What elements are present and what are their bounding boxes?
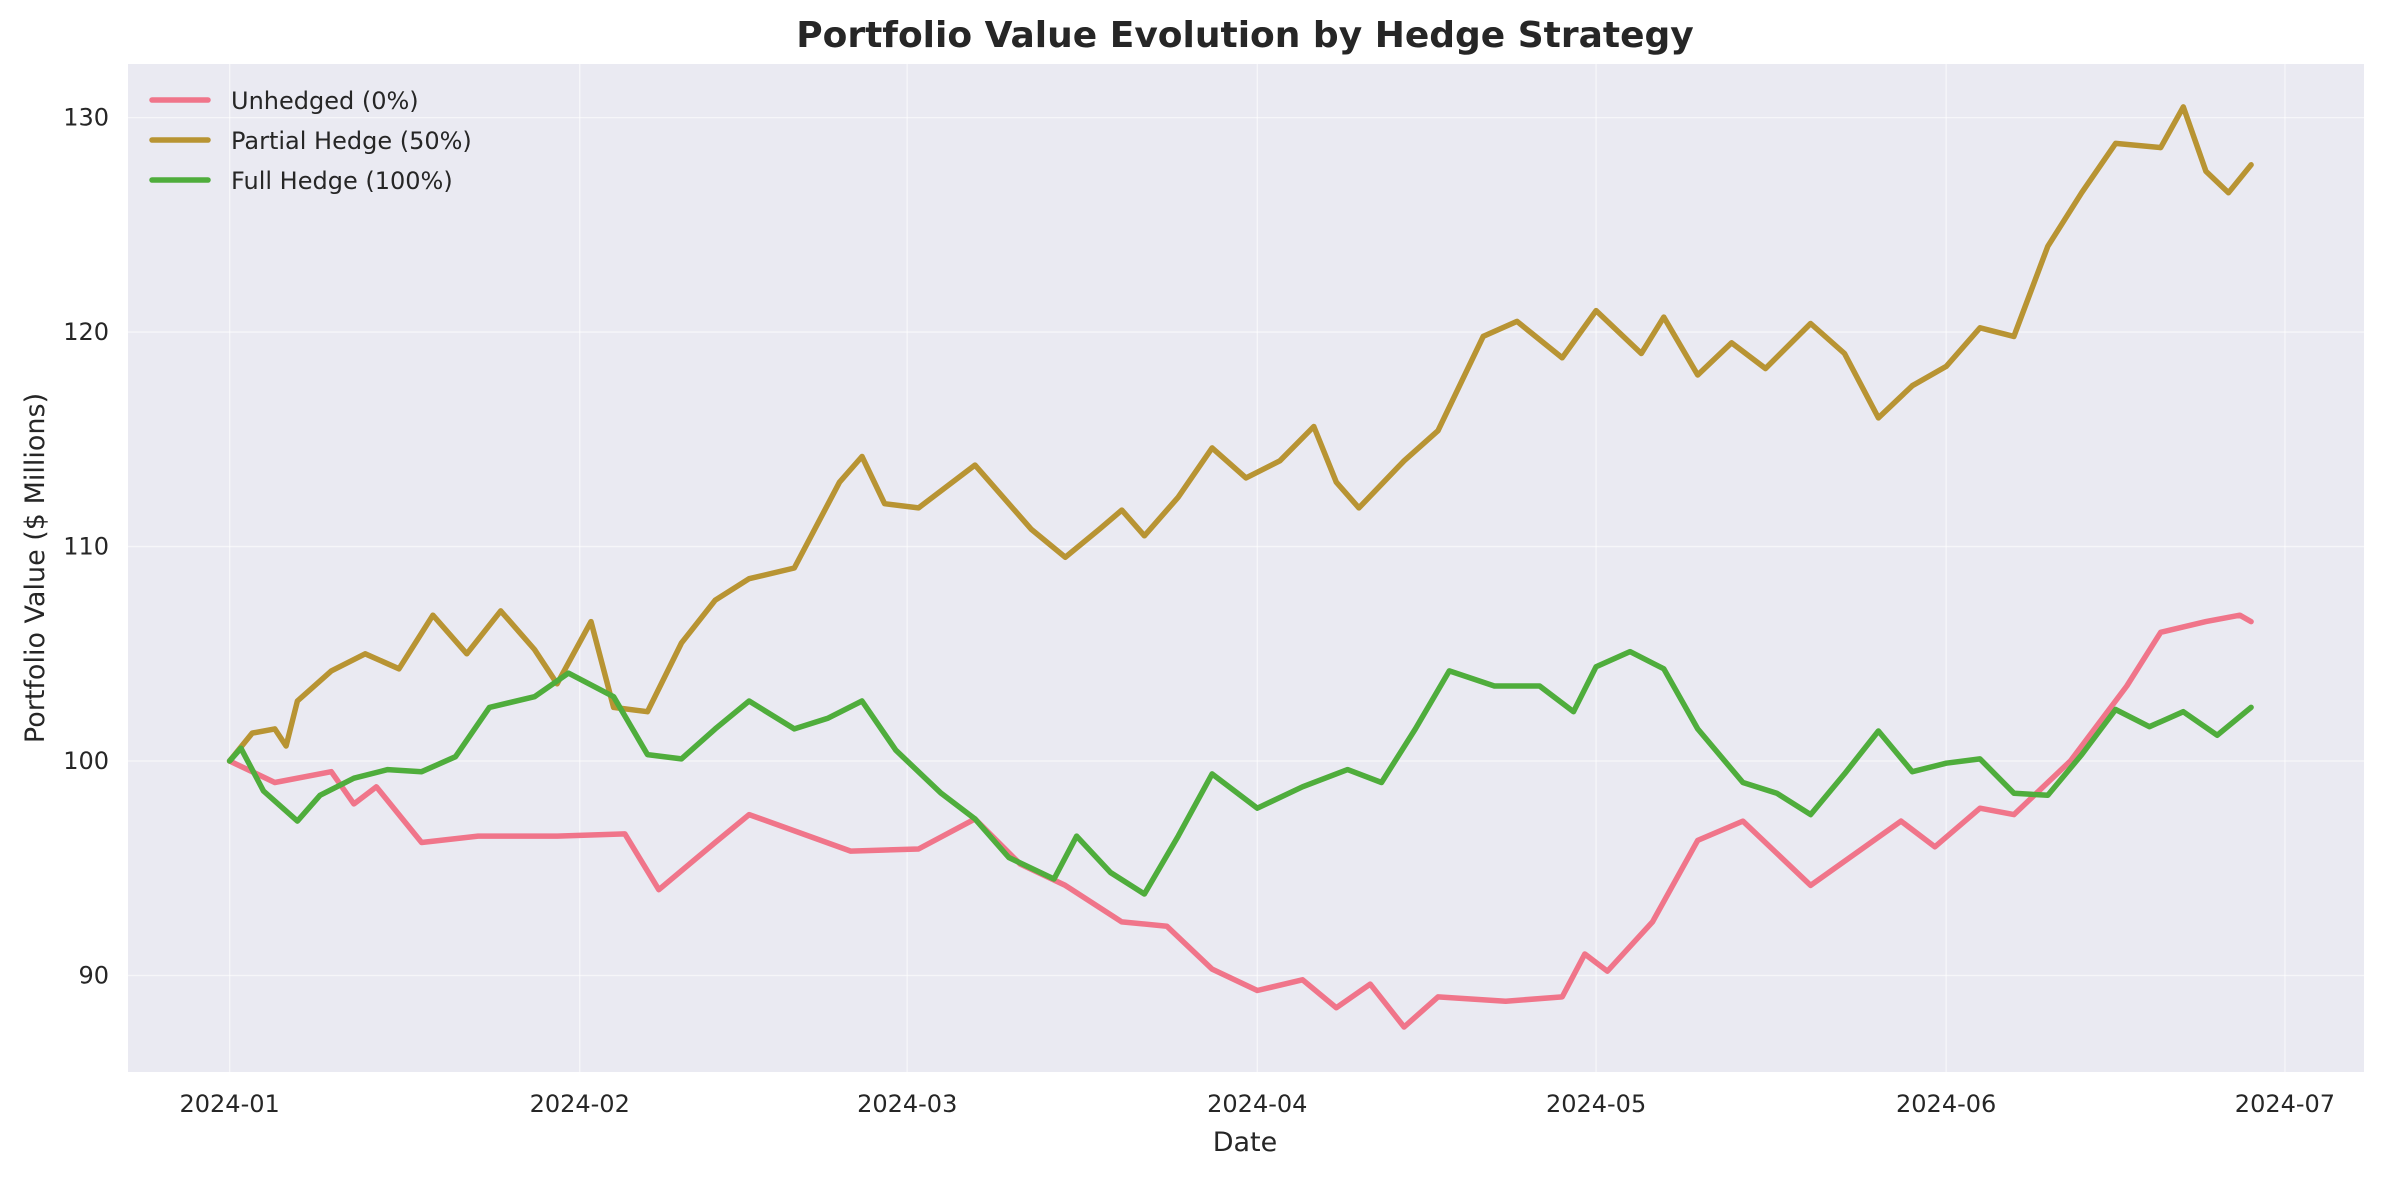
chart-title: Portfolio Value Evolution by Hedge Strat… (796, 15, 1694, 56)
y-tick-labels: 90 100 110 120 130 (63, 104, 109, 990)
series-lines (226, 104, 2254, 1030)
legend-label: Partial Hedge (50%) (231, 127, 472, 155)
x-tick-labels: 2024-01 2024-02 2024-03 2024-04 2024-05 2024-… (179, 1090, 2335, 1118)
x-tick-label: 2024-07 (2235, 1090, 2335, 1118)
y-tick-label: 90 (78, 961, 109, 989)
plot-area (128, 64, 2364, 1072)
series-line-1 (226, 612, 2254, 1030)
legend-label: Unhedged (0%) (231, 87, 419, 115)
x-tick-label: 2024-05 (1546, 1090, 1646, 1118)
legend-label: Full Hedge (100%) (231, 167, 453, 195)
x-tick-label: 2024-03 (857, 1090, 957, 1118)
x-axis-label: Date (1213, 1127, 1278, 1158)
y-tick-label: 120 (63, 318, 109, 346)
x-tick-label: 2024-06 (1896, 1090, 1996, 1118)
series-line-2 (226, 104, 2254, 764)
y-tick-label: 130 (63, 104, 109, 132)
x-tick-label: 2024-01 (179, 1090, 279, 1118)
x-tick-label: 2024-04 (1207, 1090, 1307, 1118)
x-tick-label: 2024-02 (530, 1090, 630, 1118)
legend: Unhedged (0%) Partial Hedge (50%) Full Hed… (149, 87, 472, 195)
series-line-3 (226, 648, 2254, 897)
y-axis-label: Portfolio Value ($ Millions) (20, 393, 51, 743)
y-tick-label: 100 (63, 747, 109, 775)
y-tick-label: 110 (63, 533, 109, 561)
